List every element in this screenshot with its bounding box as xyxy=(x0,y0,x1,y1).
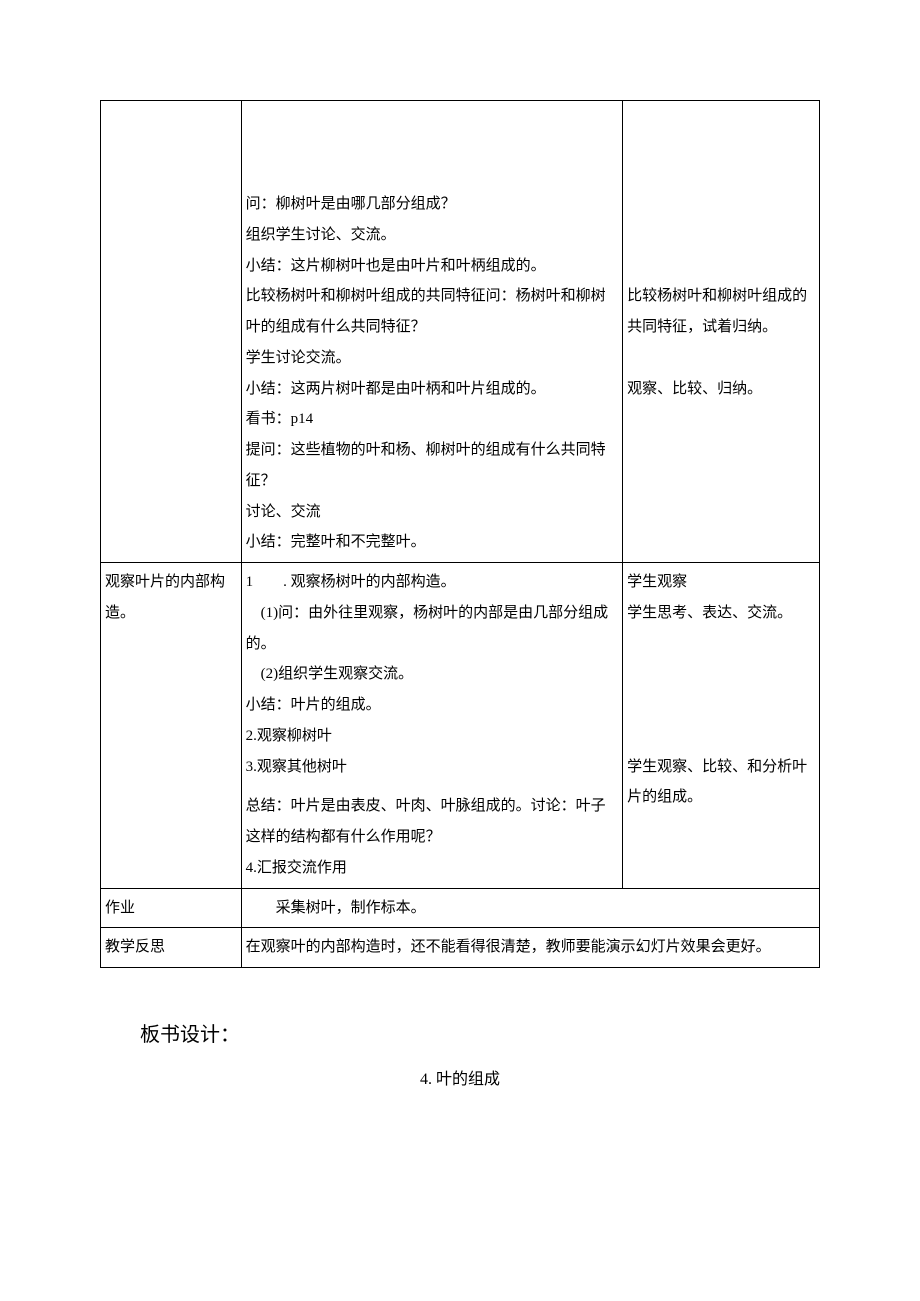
cell-stage: 教学反思 xyxy=(101,928,242,968)
table-row: 教学反思 在观察叶的内部构造时，还不能看得很清楚，教师要能演示幻灯片效果会更好。 xyxy=(101,928,820,968)
text-line: 采集树叶，制作标本。 xyxy=(246,900,426,916)
text-line: (2)组织学生观察交流。 xyxy=(246,666,414,682)
text-line: 比较杨树叶和柳树叶组成的共同特征，试着归纳。 xyxy=(627,288,807,335)
blackboard-title: 4. 叶的组成 xyxy=(100,1065,820,1089)
text-line: 总结：叶片是由表皮、叶肉、叶脉组成的。讨论：叶子这样的结构都有什么作用呢？ xyxy=(246,798,606,845)
text-line: 讨论、交流 xyxy=(246,504,321,520)
text-line: 学生思考、表达、交流。 xyxy=(627,605,792,621)
text-line: 看书：p14 xyxy=(246,411,314,427)
cell-content: 在观察叶的内部构造时，还不能看得很清楚，教师要能演示幻灯片效果会更好。 xyxy=(241,928,819,968)
text-line: 教学反思 xyxy=(105,939,165,955)
cell-content: 采集树叶，制作标本。 xyxy=(241,888,819,928)
cell-teacher: 1 . 观察杨树叶的内部构造。 (1)问：由外往里观察，杨树叶的内部是由几部分组… xyxy=(241,563,623,889)
text-line: 小结：完整叶和不完整叶。 xyxy=(246,534,426,550)
text-line: 2.观察柳树叶 xyxy=(246,728,332,744)
table-row: 观察叶片的内部构造。 1 . 观察杨树叶的内部构造。 (1)问：由外往里观察，杨… xyxy=(101,563,820,889)
text-line: 学生讨论交流。 xyxy=(246,350,351,366)
text-line: 小结：叶片的组成。 xyxy=(246,697,381,713)
cell-student: 学生观察 学生思考、表达、交流。 学生观察、比较、和分析叶片的组成。 xyxy=(623,563,820,889)
blackboard-heading: 板书设计： xyxy=(100,1018,820,1047)
text-line: 3.观察其他树叶 xyxy=(246,759,347,775)
table-row: 作业 采集树叶，制作标本。 xyxy=(101,888,820,928)
text-line: 观察、比较、归纳。 xyxy=(627,381,762,397)
lesson-plan-table: 问：柳树叶是由哪几部分组成？ 组织学生讨论、交流。 小结：这片柳树叶也是由叶片和… xyxy=(100,100,820,968)
table-row: 问：柳树叶是由哪几部分组成？ 组织学生讨论、交流。 小结：这片柳树叶也是由叶片和… xyxy=(101,101,820,563)
text-line: 组织学生讨论、交流。 xyxy=(246,227,396,243)
text-line: 比较杨树叶和柳树叶组成的共同特征问：杨树叶和柳树叶的组成有什么共同特征？ xyxy=(246,288,606,335)
text-line: 小结：这片柳树叶也是由叶片和叶柄组成的。 xyxy=(246,258,546,274)
text-line: (1)问：由外往里观察，杨树叶的内部是由几部分组成的。 xyxy=(246,605,609,652)
text-line: 1 . 观察杨树叶的内部构造。 xyxy=(246,574,456,590)
text-line: 4.汇报交流作用 xyxy=(246,860,347,876)
text-line: 提问：这些植物的叶和杨、柳树叶的组成有什么共同特征？ xyxy=(246,442,606,489)
text-line: 观察叶片的内部构造。 xyxy=(105,574,225,621)
text-line: 问：柳树叶是由哪几部分组成？ xyxy=(246,196,456,212)
text-line: 学生观察、比较、和分析叶片的组成。 xyxy=(627,759,807,806)
cell-stage: 作业 xyxy=(101,888,242,928)
cell-student: 比较杨树叶和柳树叶组成的共同特征，试着归纳。 观察、比较、归纳。 xyxy=(623,101,820,563)
cell-teacher: 问：柳树叶是由哪几部分组成？ 组织学生讨论、交流。 小结：这片柳树叶也是由叶片和… xyxy=(241,101,623,563)
cell-stage: 观察叶片的内部构造。 xyxy=(101,563,242,889)
cell-stage xyxy=(101,101,242,563)
text-line: 作业 xyxy=(105,900,135,916)
text-line: 小结：这两片树叶都是由叶柄和叶片组成的。 xyxy=(246,381,546,397)
text-line: 在观察叶的内部构造时，还不能看得很清楚，教师要能演示幻灯片效果会更好。 xyxy=(246,939,771,955)
text-line: 学生观察 xyxy=(627,574,687,590)
